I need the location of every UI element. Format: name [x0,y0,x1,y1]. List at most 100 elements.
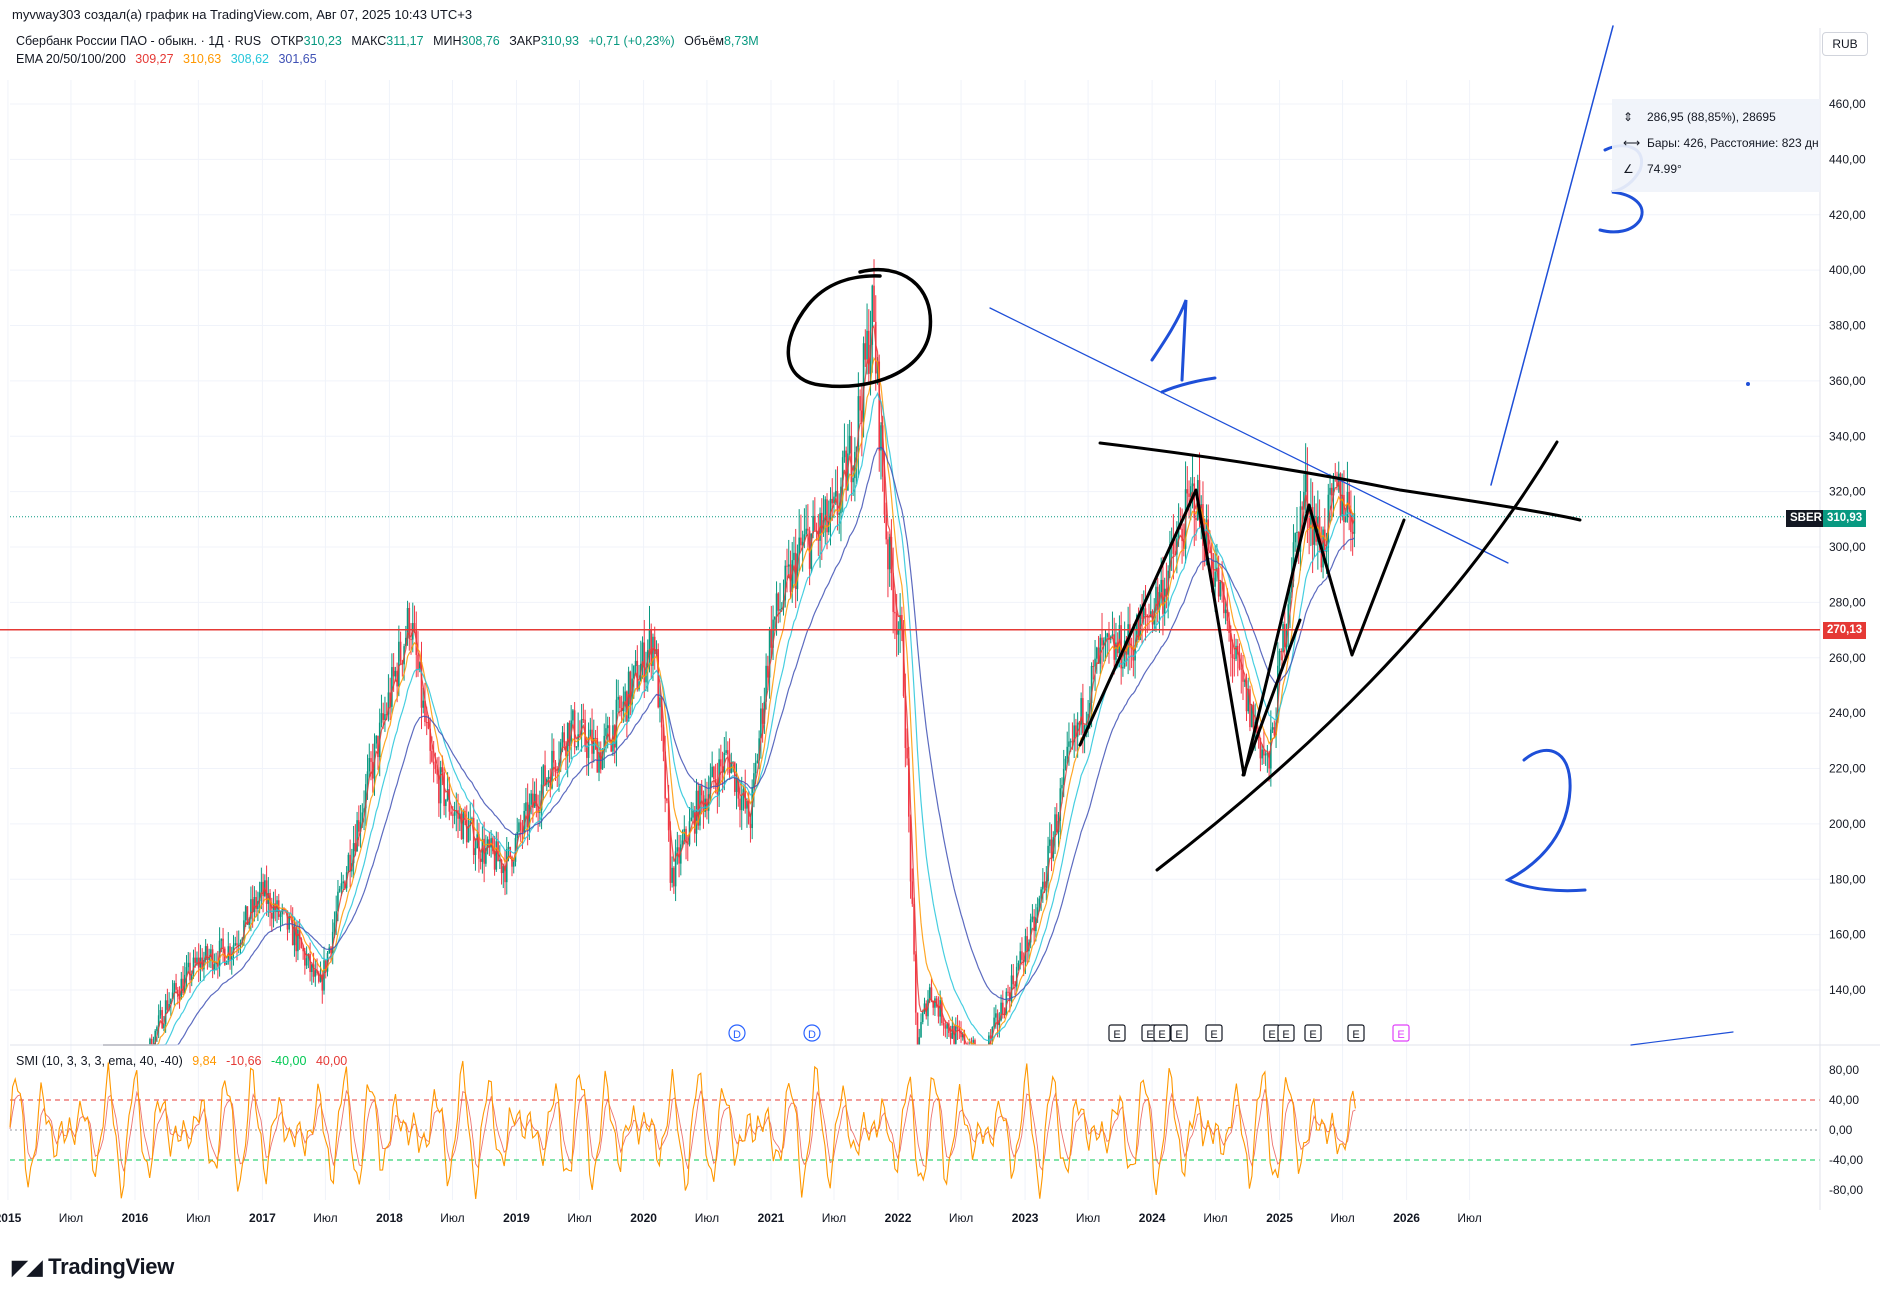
candle-body [418,662,421,670]
candle-body [1259,737,1262,759]
angle-icon: ∠ [1623,162,1634,176]
price-tick-label: 200,00 [1829,817,1866,831]
candle-body [559,742,562,763]
candle-body [913,903,915,955]
candle-body [258,892,261,902]
trendline-blue-steep[interactable] [1490,25,1614,486]
candle-body [213,964,216,971]
candle-body [610,742,613,752]
candle-body [525,802,527,811]
price-tick-label: 460,00 [1829,97,1866,111]
change-value: +0,71 (+0,23%) [588,34,675,48]
candle-body [1139,610,1142,641]
candle-body [1050,839,1053,859]
dividend-marker[interactable]: D [803,1024,821,1042]
smi-pane [9,1060,1820,1200]
candle-body [385,714,388,716]
top-circle-annotation[interactable] [786,267,933,389]
candle-body [265,880,268,904]
candle-body [399,641,402,662]
earnings-marker[interactable]: E [1108,1024,1126,1042]
candle-body [493,851,496,870]
earnings-marker-label: E [1397,1029,1404,1041]
candle-body [197,957,200,968]
candle-body [364,784,367,809]
candle-body [295,926,297,952]
time-tick-label: Июл [567,1211,591,1225]
candle-body [1219,581,1222,597]
earnings-marker[interactable]: E [1392,1024,1410,1042]
candle-body [427,722,430,729]
candle-body [796,553,799,590]
candle-body [700,785,703,796]
candle-body [780,607,783,610]
support-line-black[interactable] [1155,440,1559,872]
candle-body [507,846,510,850]
candle-body [756,760,759,763]
candle-body [617,696,619,700]
candle-body [509,846,512,857]
candle-body [652,636,654,666]
candle-body [937,1006,940,1017]
candle-body [1278,651,1281,666]
price-tick-label: 320,00 [1829,485,1866,499]
candle-body [944,1025,947,1029]
candle-body [1101,637,1103,646]
earnings-marker[interactable]: E [1170,1024,1188,1042]
annotation-number-1[interactable] [1150,299,1217,394]
candle-body [361,812,364,822]
candle-body [892,573,894,612]
candle-body [904,695,907,748]
candle-body [229,946,231,960]
candle-body [1249,689,1251,728]
candle-body [166,1000,169,1010]
user-drawings[interactable] [0,25,1820,1046]
candle-body [255,897,257,909]
candle-body [504,866,506,883]
candle-body [805,528,807,535]
candle-body [251,899,254,913]
candle-body [497,841,499,862]
earnings-marker[interactable]: E [1277,1024,1295,1042]
dividend-marker[interactable]: D [728,1024,746,1042]
candle-body [1071,741,1074,743]
tradingview-logo[interactable]: ◤◢ TradingView [12,1254,174,1280]
candle-body [312,964,315,977]
earnings-marker-shape [1153,1024,1171,1042]
earnings-marker[interactable]: E [1153,1024,1171,1042]
candle-body [429,728,431,751]
candle-body [1332,477,1335,496]
candle-body [380,713,383,723]
candle-body [777,593,780,611]
candle-body [438,774,440,804]
candle-body [810,533,813,569]
annotation-number-2[interactable] [1504,749,1587,893]
candle-body [331,931,334,953]
ema20-value: 309,27 [135,52,174,66]
candle-body [871,285,874,345]
candle-body [1156,586,1159,610]
candle-body [1033,916,1035,932]
time-tick-label: Июл [949,1211,973,1225]
candle-body [150,1038,153,1045]
resistance-line-black[interactable] [1098,441,1582,522]
candle-body [866,330,868,360]
candle-body [1271,727,1274,730]
candle-body [942,1022,945,1026]
wave-pattern-black[interactable] [1078,488,1406,777]
candle-body [156,1027,158,1031]
earnings-marker[interactable]: E [1347,1024,1365,1042]
currency-button[interactable]: RUB [1822,32,1868,56]
candle-body [1073,725,1075,743]
earnings-marker[interactable]: E [1205,1024,1223,1042]
candle-body [841,457,844,487]
wave-extension-black[interactable] [1241,618,1302,777]
time-tick-label: 2024 [1139,1211,1166,1225]
trendline-blue-small[interactable] [1630,1031,1734,1046]
candle-body [763,701,766,724]
trendline-blue-upper[interactable] [989,307,1509,564]
earnings-marker[interactable]: E [1304,1024,1322,1042]
smi-tick-label: -40,00 [1829,1153,1863,1167]
